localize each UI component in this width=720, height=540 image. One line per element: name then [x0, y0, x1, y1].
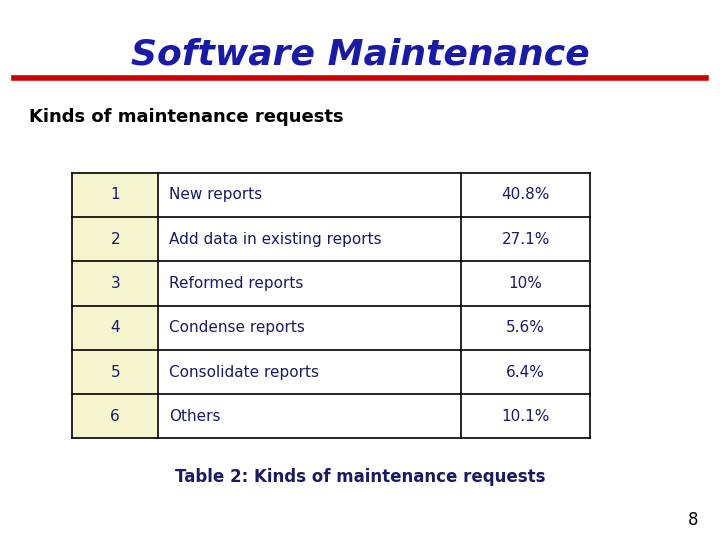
FancyBboxPatch shape	[158, 173, 461, 217]
Text: Consolidate reports: Consolidate reports	[169, 364, 319, 380]
Text: Kinds of maintenance requests: Kinds of maintenance requests	[29, 108, 343, 126]
Text: 2: 2	[110, 232, 120, 247]
Text: 1: 1	[110, 187, 120, 202]
Text: 27.1%: 27.1%	[501, 232, 550, 247]
FancyBboxPatch shape	[158, 394, 461, 438]
FancyBboxPatch shape	[158, 261, 461, 306]
Text: 4: 4	[110, 320, 120, 335]
Text: 10.1%: 10.1%	[501, 409, 550, 424]
FancyBboxPatch shape	[461, 261, 590, 306]
FancyBboxPatch shape	[158, 306, 461, 350]
FancyBboxPatch shape	[158, 217, 461, 261]
Text: 8: 8	[688, 511, 698, 529]
Text: 40.8%: 40.8%	[501, 187, 550, 202]
Text: 5: 5	[110, 364, 120, 380]
FancyBboxPatch shape	[72, 217, 158, 261]
Text: Condense reports: Condense reports	[169, 320, 305, 335]
FancyBboxPatch shape	[461, 394, 590, 438]
Text: 5.6%: 5.6%	[506, 320, 545, 335]
FancyBboxPatch shape	[461, 306, 590, 350]
FancyBboxPatch shape	[461, 173, 590, 217]
FancyBboxPatch shape	[461, 350, 590, 394]
Text: Software Maintenance: Software Maintenance	[131, 38, 589, 72]
FancyBboxPatch shape	[72, 173, 158, 217]
Text: Reformed reports: Reformed reports	[169, 276, 304, 291]
FancyBboxPatch shape	[461, 217, 590, 261]
Text: Table 2: Kinds of maintenance requests: Table 2: Kinds of maintenance requests	[175, 468, 545, 486]
Text: 6.4%: 6.4%	[506, 364, 545, 380]
FancyBboxPatch shape	[72, 306, 158, 350]
FancyBboxPatch shape	[72, 394, 158, 438]
Text: 10%: 10%	[508, 276, 543, 291]
Text: New reports: New reports	[169, 187, 263, 202]
Text: 3: 3	[110, 276, 120, 291]
Text: Add data in existing reports: Add data in existing reports	[169, 232, 382, 247]
Text: 6: 6	[110, 409, 120, 424]
FancyBboxPatch shape	[158, 350, 461, 394]
Text: Others: Others	[169, 409, 221, 424]
FancyBboxPatch shape	[72, 261, 158, 306]
FancyBboxPatch shape	[72, 350, 158, 394]
